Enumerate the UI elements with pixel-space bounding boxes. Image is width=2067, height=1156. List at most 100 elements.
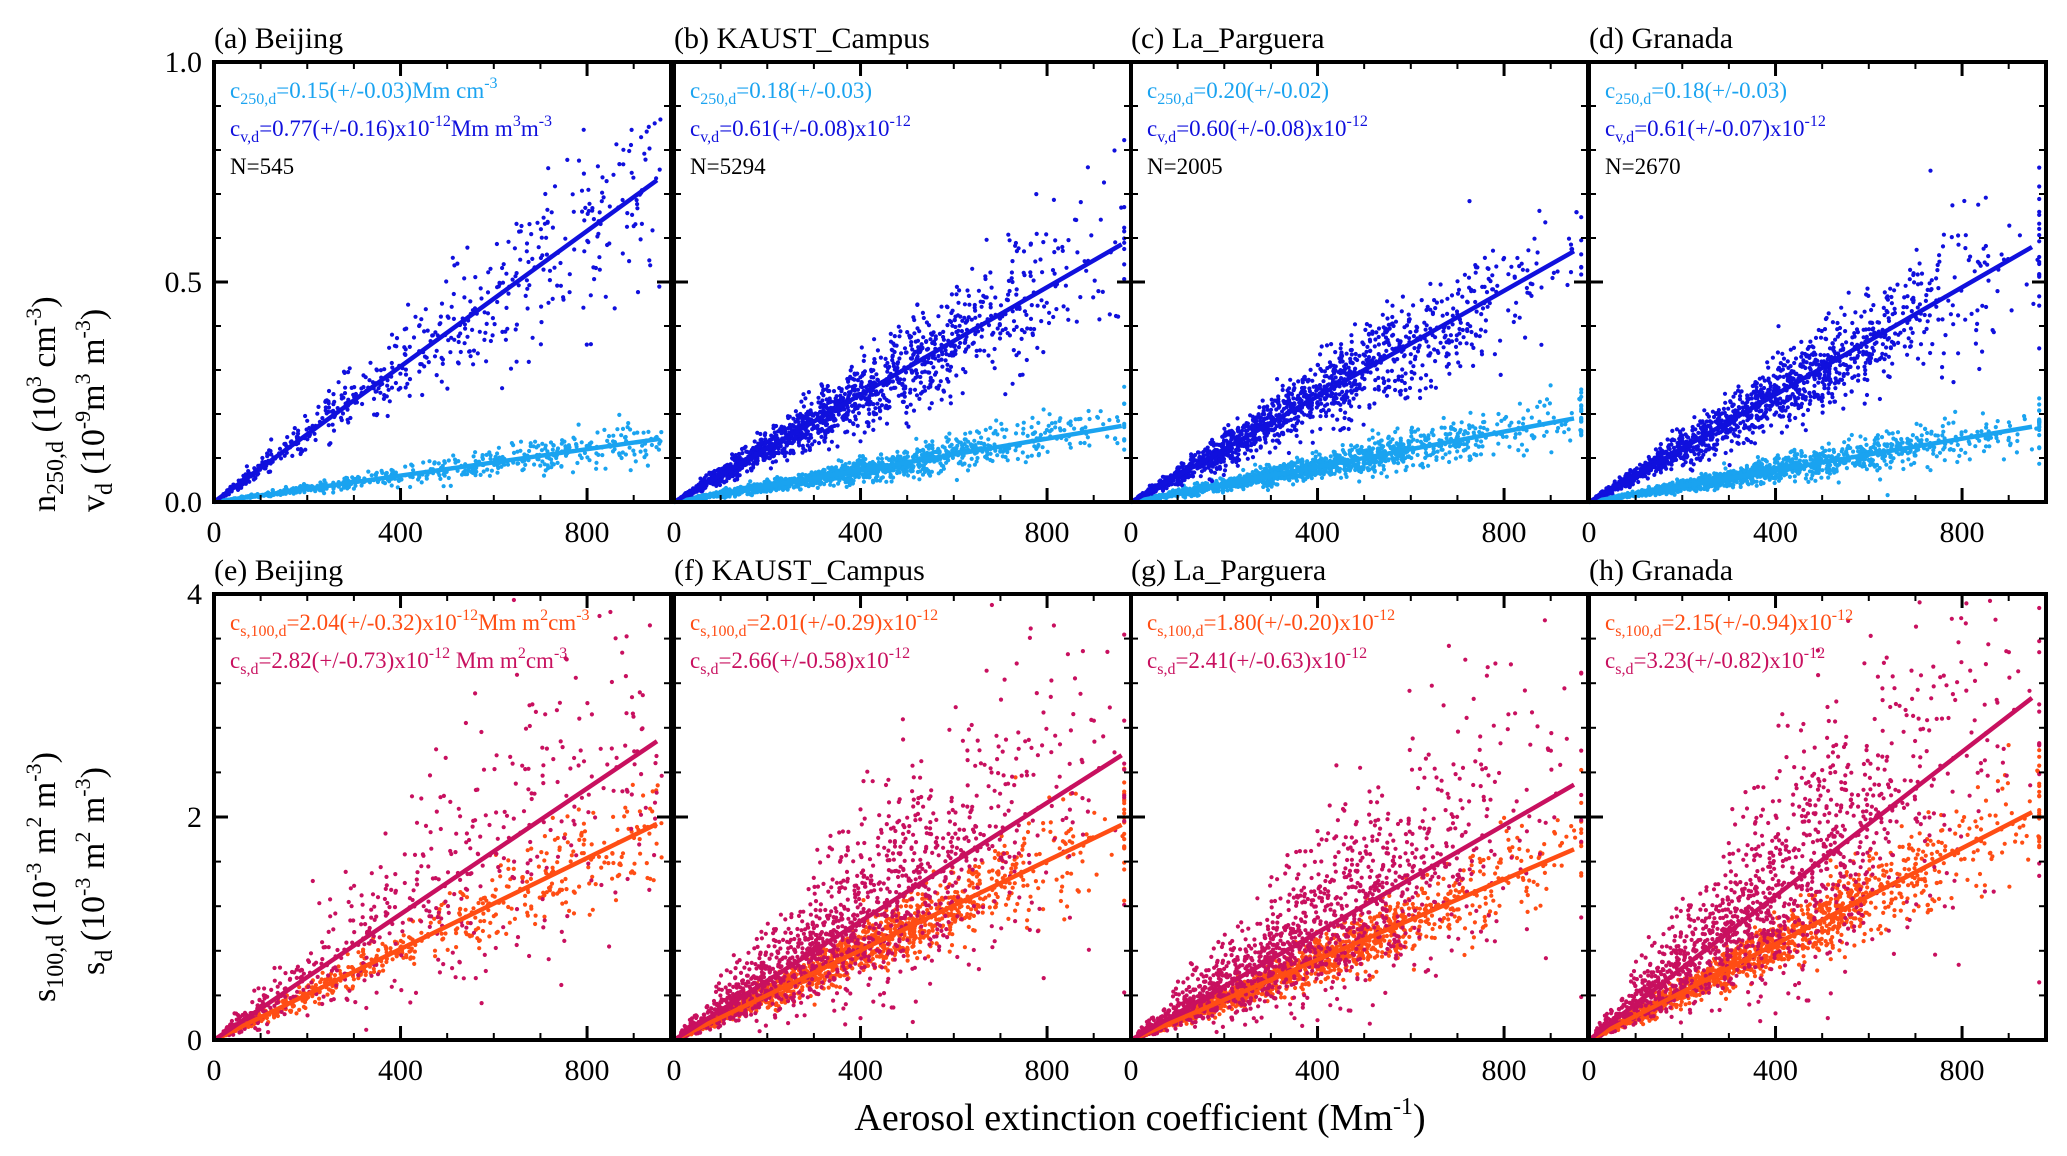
point [902, 377, 907, 382]
point [768, 466, 774, 471]
point [1271, 481, 1276, 486]
point [605, 438, 610, 443]
point [1499, 418, 1504, 423]
point [1009, 270, 1015, 275]
point [611, 172, 616, 177]
point [976, 288, 982, 293]
point [806, 412, 812, 417]
point [1288, 461, 1293, 466]
point [338, 415, 344, 420]
point [1047, 310, 1052, 315]
point [1343, 471, 1348, 477]
panel-title-b: (b) KAUST_Campus [674, 22, 930, 55]
point [596, 452, 601, 457]
point [423, 307, 428, 312]
point [1066, 238, 1071, 243]
point [828, 482, 833, 487]
point [550, 447, 555, 452]
point [846, 408, 851, 413]
point [1005, 458, 1010, 463]
point [933, 334, 938, 339]
point [516, 283, 521, 288]
point [945, 305, 950, 310]
point [1045, 449, 1050, 454]
point [835, 423, 840, 428]
point [1122, 384, 1127, 389]
point [908, 468, 913, 473]
point [947, 444, 953, 449]
point [298, 484, 303, 489]
point [1021, 249, 1027, 254]
point [943, 358, 948, 363]
fit-line-b-0 [673, 423, 1123, 505]
point [657, 284, 662, 289]
point [518, 439, 524, 444]
point [748, 449, 753, 455]
point [1040, 445, 1045, 450]
point [380, 470, 385, 475]
point [620, 197, 625, 203]
point [911, 408, 917, 413]
point [336, 380, 341, 385]
point [921, 335, 926, 340]
point [791, 416, 796, 421]
point [367, 378, 372, 383]
point [398, 371, 403, 376]
point [635, 430, 640, 435]
point [536, 245, 541, 250]
point [644, 129, 649, 134]
point [958, 459, 963, 464]
point [514, 221, 519, 226]
point [1496, 411, 1501, 417]
point [903, 449, 908, 454]
ytick-label: 1.0 [165, 46, 203, 79]
point [448, 483, 453, 488]
point [928, 384, 933, 389]
point [326, 423, 331, 428]
point [411, 468, 416, 473]
point [921, 315, 926, 321]
point [962, 437, 968, 442]
point [458, 331, 463, 336]
point [594, 466, 599, 471]
point [1390, 456, 1395, 461]
point [422, 364, 427, 369]
point [504, 305, 509, 310]
point [1416, 427, 1421, 432]
point [957, 288, 962, 293]
point [914, 453, 919, 458]
point [420, 392, 425, 398]
point [839, 389, 844, 394]
point [572, 437, 577, 442]
point [620, 450, 625, 455]
point [1032, 327, 1037, 332]
point [535, 220, 540, 225]
point [859, 345, 864, 350]
point [538, 227, 544, 232]
point [821, 388, 826, 393]
point [439, 379, 444, 384]
point [785, 426, 791, 431]
point [1053, 420, 1058, 425]
point [988, 451, 993, 456]
point [597, 210, 602, 215]
point [782, 454, 787, 459]
point [929, 469, 935, 474]
point [899, 392, 904, 397]
point [869, 375, 874, 380]
point [1122, 421, 1127, 426]
point [913, 339, 918, 344]
point [253, 476, 258, 481]
point [1411, 437, 1416, 442]
point [898, 377, 903, 382]
point [1030, 415, 1035, 420]
point [800, 450, 805, 455]
point [848, 368, 853, 373]
point [969, 317, 974, 322]
point [1013, 240, 1019, 246]
point [796, 419, 801, 424]
point [870, 392, 875, 397]
point [1443, 452, 1448, 457]
point [812, 439, 817, 444]
point [543, 468, 548, 473]
